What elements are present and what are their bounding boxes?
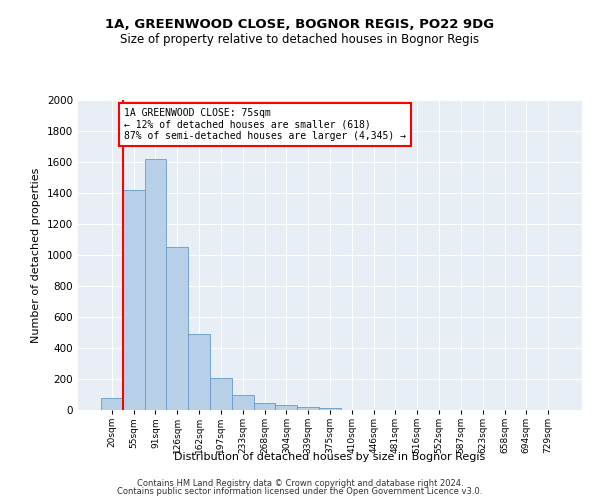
Text: 1A GREENWOOD CLOSE: 75sqm
← 12% of detached houses are smaller (618)
87% of semi: 1A GREENWOOD CLOSE: 75sqm ← 12% of detac… — [124, 108, 406, 141]
Bar — [101, 398, 123, 410]
Y-axis label: Number of detached properties: Number of detached properties — [31, 168, 41, 342]
Text: 1A, GREENWOOD CLOSE, BOGNOR REGIS, PO22 9DG: 1A, GREENWOOD CLOSE, BOGNOR REGIS, PO22 … — [106, 18, 494, 30]
Bar — [275, 406, 297, 410]
Bar — [123, 190, 145, 410]
Text: Contains HM Land Registry data © Crown copyright and database right 2024.: Contains HM Land Registry data © Crown c… — [137, 478, 463, 488]
Bar — [297, 407, 319, 410]
Bar — [166, 247, 188, 410]
Bar — [210, 378, 232, 410]
Text: Contains public sector information licensed under the Open Government Licence v3: Contains public sector information licen… — [118, 487, 482, 496]
Text: Size of property relative to detached houses in Bognor Regis: Size of property relative to detached ho… — [121, 32, 479, 46]
Bar — [145, 159, 166, 410]
Bar — [319, 408, 341, 410]
Text: Distribution of detached houses by size in Bognor Regis: Distribution of detached houses by size … — [175, 452, 485, 462]
Bar — [188, 334, 210, 410]
Bar — [254, 403, 275, 410]
Bar — [232, 394, 254, 410]
